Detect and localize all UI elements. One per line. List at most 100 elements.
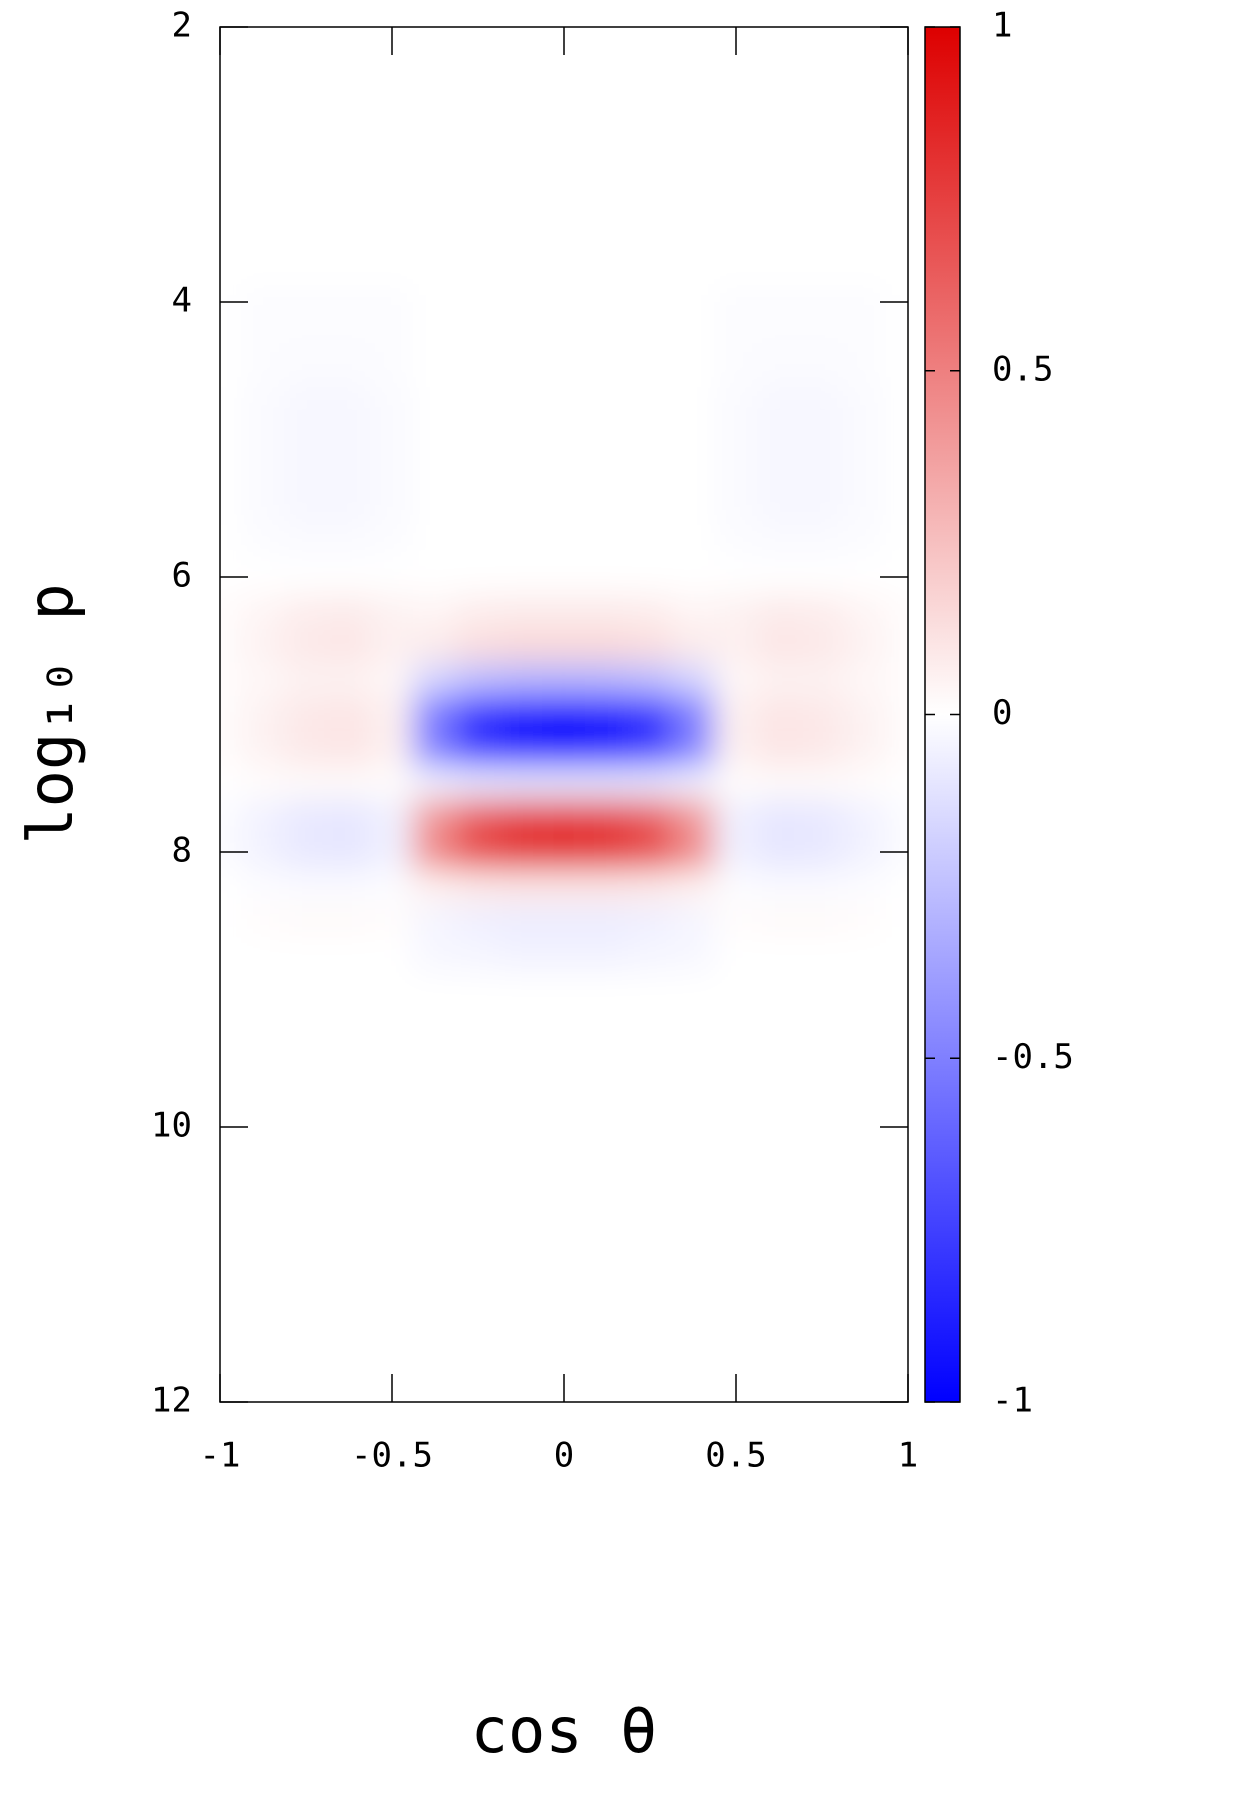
heat-cell bbox=[370, 1109, 414, 1145]
heat-cell bbox=[220, 662, 242, 698]
heat-cell bbox=[542, 490, 586, 526]
heat-cell bbox=[671, 1040, 715, 1076]
heat-cell bbox=[714, 249, 758, 286]
heat-cell bbox=[671, 1246, 715, 1283]
heat-cell bbox=[370, 628, 414, 664]
heat-cell bbox=[800, 318, 844, 355]
heat-cell bbox=[628, 1040, 672, 1076]
heat-cell bbox=[456, 78, 500, 114]
heat-cell bbox=[628, 834, 672, 870]
x-tick-label: -0.5 bbox=[351, 1436, 433, 1476]
heat-cell bbox=[671, 181, 715, 217]
heat-cell bbox=[220, 146, 242, 183]
heat-cell bbox=[370, 78, 414, 114]
heat-cell bbox=[241, 318, 285, 355]
heat-cell bbox=[886, 1178, 908, 1214]
heat-cell bbox=[843, 628, 887, 664]
heat-cell bbox=[886, 1349, 908, 1386]
heat-cell bbox=[843, 249, 887, 286]
heat-cell bbox=[370, 662, 414, 698]
heat-cell bbox=[327, 1384, 371, 1402]
heat-cell bbox=[671, 146, 715, 183]
heat-cell bbox=[714, 662, 758, 698]
heat-cell bbox=[628, 696, 672, 733]
heat-cell bbox=[800, 1349, 844, 1386]
heat-cell bbox=[220, 696, 242, 733]
heat-cell bbox=[714, 731, 758, 767]
heat-cell bbox=[456, 1315, 500, 1351]
heat-cell bbox=[714, 1109, 758, 1145]
heat-cell bbox=[585, 1178, 629, 1214]
heat-cell bbox=[241, 696, 285, 733]
heat-cell bbox=[714, 318, 758, 355]
heat-cell bbox=[220, 249, 242, 286]
heat-cell bbox=[284, 731, 328, 767]
heat-cell bbox=[456, 662, 500, 698]
heat-cell bbox=[413, 1074, 457, 1111]
heat-cell bbox=[757, 27, 801, 45]
heat-cell bbox=[628, 903, 672, 939]
heat-cell bbox=[327, 971, 371, 1008]
heat-cell bbox=[370, 971, 414, 1008]
heat-cell bbox=[800, 1109, 844, 1145]
heat-cell bbox=[714, 1074, 758, 1111]
heat-cell bbox=[327, 1109, 371, 1145]
heat-cell bbox=[413, 1281, 457, 1317]
heat-cell bbox=[220, 937, 242, 973]
heat-cell bbox=[714, 353, 758, 389]
heat-cell bbox=[628, 559, 672, 595]
heat-cell bbox=[499, 1143, 543, 1180]
heat-cell bbox=[800, 1212, 844, 1248]
heat-cell bbox=[413, 696, 457, 733]
heat-cell bbox=[456, 490, 500, 526]
heat-cell bbox=[413, 628, 457, 664]
heat-cell bbox=[585, 971, 629, 1008]
heat-cell bbox=[800, 971, 844, 1008]
heat-cell bbox=[714, 593, 758, 630]
heat-cell bbox=[220, 799, 242, 836]
heat-cell bbox=[220, 1384, 242, 1402]
heat-cell bbox=[757, 1246, 801, 1283]
heat-cell bbox=[628, 43, 672, 80]
heat-cell bbox=[757, 78, 801, 114]
heat-cell bbox=[499, 971, 543, 1008]
heat-cell bbox=[241, 1349, 285, 1386]
heat-cell bbox=[585, 593, 629, 630]
heat-cell bbox=[585, 1212, 629, 1248]
heat-cell bbox=[284, 1384, 328, 1402]
heat-cell bbox=[370, 146, 414, 183]
heat-cell bbox=[413, 799, 457, 836]
heat-cell bbox=[456, 834, 500, 870]
heat-cell bbox=[542, 318, 586, 355]
heat-cell bbox=[499, 731, 543, 767]
heat-cell bbox=[284, 559, 328, 595]
heat-cell bbox=[413, 731, 457, 767]
heat-cell bbox=[671, 421, 715, 458]
heat-cell bbox=[327, 146, 371, 183]
heat-cell bbox=[671, 112, 715, 148]
heat-cell bbox=[284, 628, 328, 664]
heat-cell bbox=[370, 731, 414, 767]
heat-cell bbox=[413, 146, 457, 183]
heat-cell bbox=[327, 799, 371, 836]
heat-cell bbox=[241, 146, 285, 183]
heat-cell bbox=[499, 628, 543, 664]
heat-cell bbox=[800, 353, 844, 389]
heat-cell bbox=[628, 1315, 672, 1351]
heat-cell bbox=[499, 1349, 543, 1386]
heat-cell bbox=[241, 628, 285, 664]
heat-cell bbox=[241, 249, 285, 286]
heat-cell bbox=[241, 1384, 285, 1402]
heat-cell bbox=[628, 1074, 672, 1111]
heat-cell bbox=[456, 387, 500, 423]
heat-cell bbox=[370, 215, 414, 251]
heat-cell bbox=[843, 1109, 887, 1145]
heat-cell bbox=[671, 490, 715, 526]
heat-cell bbox=[800, 799, 844, 836]
heat-cell bbox=[413, 43, 457, 80]
heat-cell bbox=[327, 593, 371, 630]
heat-cell bbox=[499, 799, 543, 836]
heat-cell bbox=[542, 593, 586, 630]
heat-cell bbox=[241, 112, 285, 148]
heat-cell bbox=[370, 387, 414, 423]
